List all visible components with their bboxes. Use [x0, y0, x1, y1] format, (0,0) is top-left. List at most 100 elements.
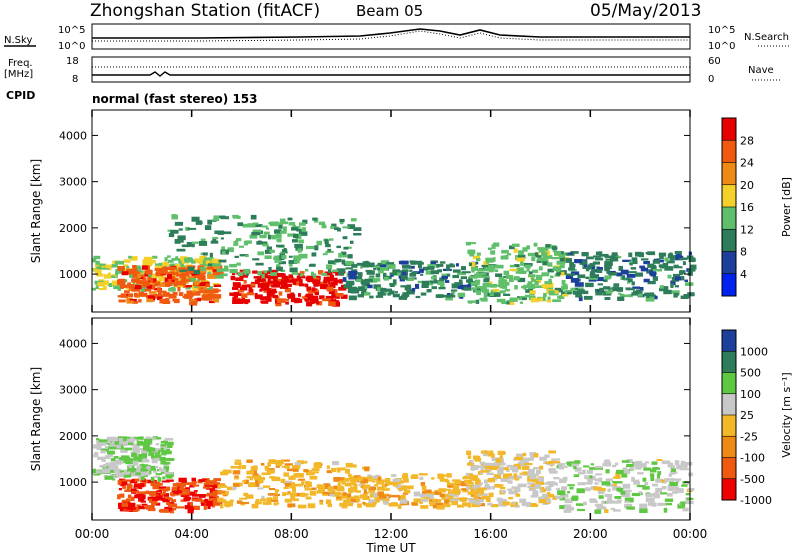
data-cell: [112, 436, 120, 441]
x-tick-label: 00:00: [673, 527, 708, 541]
data-cell: [612, 464, 617, 468]
data-cell: [196, 221, 203, 225]
data-cell: [510, 475, 514, 480]
data-cell: [131, 278, 139, 281]
data-cell: [122, 264, 129, 268]
data-cell: [257, 271, 262, 276]
data-cell: [284, 288, 292, 293]
data-cell: [620, 269, 629, 275]
y-tick-label: 4000: [59, 337, 87, 350]
colorbar-segment: [722, 251, 736, 275]
data-cell: [145, 505, 154, 509]
data-cell: [434, 489, 441, 493]
data-cell: [519, 498, 527, 503]
data-cell: [121, 271, 129, 276]
data-cell: [210, 257, 214, 260]
data-cell: [642, 477, 647, 482]
data-cell: [117, 286, 121, 291]
data-cell: [659, 255, 664, 259]
data-cell: [350, 290, 360, 294]
data-cell: [404, 489, 411, 494]
data-cell: [243, 268, 250, 274]
data-cell: [490, 250, 496, 255]
data-cell: [241, 298, 246, 304]
colorbar-segment: [722, 207, 736, 230]
data-cell: [372, 278, 381, 282]
data-cell: [484, 276, 490, 281]
data-cell: [496, 298, 506, 303]
data-cell: [189, 503, 193, 506]
data-cell: [149, 492, 156, 496]
data-cell: [199, 260, 203, 265]
data-cell: [357, 294, 364, 298]
data-cell: [419, 268, 424, 273]
data-cell: [187, 508, 194, 514]
data-cell: [183, 284, 189, 288]
data-cell: [327, 486, 334, 492]
data-cell: [275, 460, 284, 465]
data-cell: [634, 252, 641, 256]
data-cell: [469, 249, 475, 253]
data-cell: [444, 499, 449, 505]
data-cell: [162, 476, 166, 480]
data-cell: [345, 468, 350, 474]
data-cell: [457, 285, 465, 290]
data-cell: [111, 280, 118, 286]
data-cell: [679, 270, 683, 276]
data-cell: [566, 506, 574, 511]
data-cell: [390, 274, 394, 277]
data-cell: [212, 283, 220, 286]
data-cell: [604, 261, 613, 266]
data-cell: [343, 478, 350, 482]
data-cell: [268, 488, 276, 491]
data-cell: [230, 275, 236, 281]
data-cell: [204, 289, 213, 295]
data-cell: [645, 497, 655, 503]
data-cell: [151, 273, 160, 278]
data-cell: [101, 468, 111, 474]
data-cell: [528, 469, 535, 474]
data-cell: [163, 463, 169, 467]
data-cell: [535, 276, 543, 281]
data-cell: [119, 474, 125, 478]
data-cell: [485, 257, 493, 262]
data-cell: [666, 260, 675, 264]
data-cell: [522, 297, 528, 300]
colorbar-segment: [722, 140, 736, 163]
data-cell: [614, 462, 619, 466]
data-cell: [326, 264, 333, 270]
data-cell: [350, 486, 358, 491]
data-cell: [600, 506, 607, 509]
data-cell: [359, 483, 365, 487]
data-cell: [538, 477, 544, 482]
data-cell: [283, 472, 290, 477]
data-cell: [322, 491, 331, 495]
data-cell: [519, 296, 526, 299]
data-cell: [299, 273, 304, 277]
data-cell: [481, 275, 490, 278]
data-cell: [594, 257, 604, 261]
data-cell: [115, 260, 124, 265]
data-cell: [578, 287, 584, 291]
data-cell: [558, 254, 565, 258]
data-cell: [339, 218, 345, 223]
data-cell: [646, 295, 650, 298]
data-cell: [276, 244, 285, 248]
data-cell: [567, 491, 571, 494]
data-cell: [555, 496, 563, 499]
data-cell: [170, 508, 174, 514]
data-cell: [427, 266, 435, 270]
y-tick-label: 2000: [59, 430, 87, 443]
data-cell: [183, 273, 190, 277]
data-cell: [562, 476, 568, 481]
data-cell: [678, 257, 688, 260]
data-cell: [306, 472, 315, 476]
data-cell: [528, 274, 536, 278]
data-cell: [531, 279, 537, 282]
data-cell: [655, 478, 663, 483]
data-cell: [377, 287, 383, 291]
data-cell: [643, 467, 652, 471]
data-cell: [682, 507, 689, 512]
data-cell: [137, 448, 145, 451]
data-cell: [94, 444, 100, 449]
